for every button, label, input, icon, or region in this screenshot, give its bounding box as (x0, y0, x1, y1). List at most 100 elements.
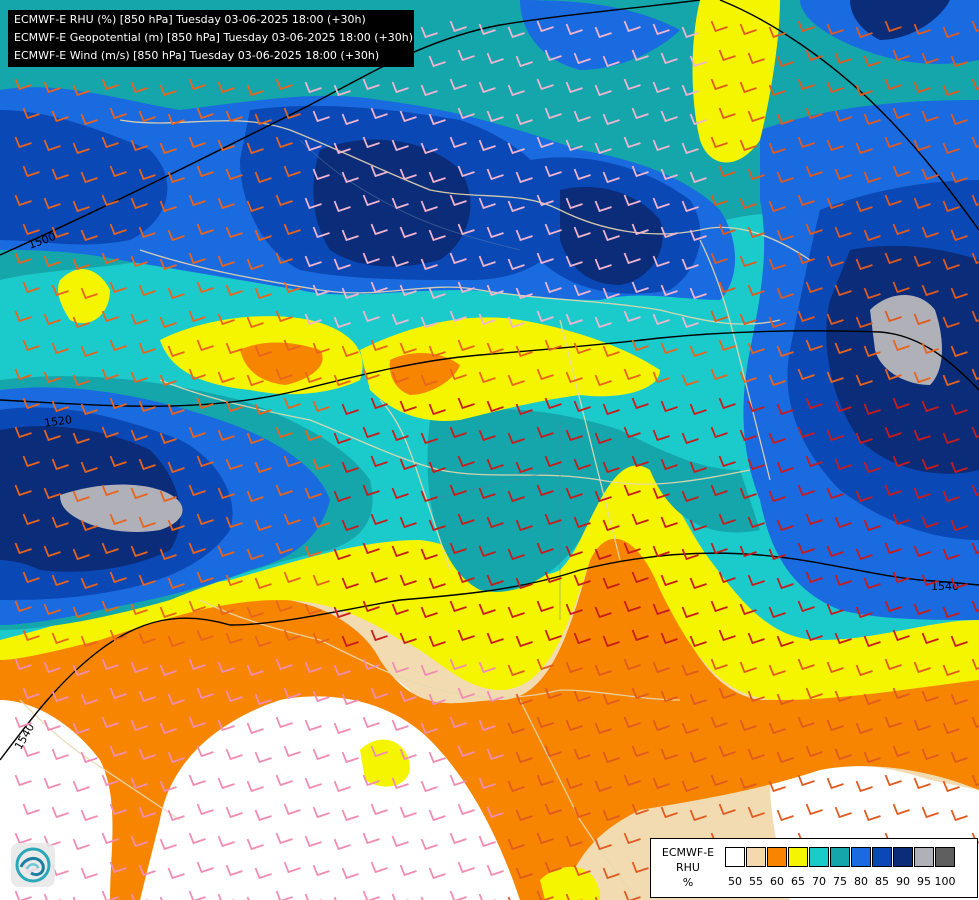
contour-label-1520: 1520 (43, 413, 73, 430)
wind-barb (449, 194, 467, 207)
wind-barb (544, 745, 562, 758)
wind-barb (747, 342, 765, 355)
wind-barb (863, 635, 881, 648)
wind-barb (101, 658, 119, 671)
wind-barb (138, 748, 156, 761)
wind-barb (225, 458, 243, 471)
wind-barb (768, 200, 786, 213)
wind-barb (22, 455, 40, 468)
wind-barb (834, 574, 852, 587)
title-line-geopotential: ECMWF-E Geopotential (m) [850 hPa] Tuesd… (14, 31, 414, 44)
wind-barb (660, 690, 678, 703)
wind-barb (855, 142, 873, 155)
wind-barb (689, 403, 707, 416)
wind-barb (420, 606, 438, 619)
wind-barb (739, 487, 757, 500)
wind-barb (449, 716, 467, 729)
wind-barb (101, 194, 119, 207)
wind-barb (515, 461, 533, 474)
map-title-box: ECMWF-E RHU (%) [850 hPa] Tuesday 03-06-… (8, 10, 414, 67)
wind-barb (681, 606, 699, 619)
wind-barb (457, 49, 475, 62)
wind-barb (196, 281, 214, 294)
wind-barb (138, 342, 156, 355)
wind-barb (486, 284, 504, 297)
wind-barb (507, 664, 525, 677)
wind-barb (834, 748, 852, 761)
wind-barb (768, 374, 786, 387)
wind-barb (515, 55, 533, 68)
wind-barb (594, 606, 612, 619)
wind-barb (565, 371, 583, 384)
wind-barb (834, 284, 852, 297)
wind-barb (101, 890, 119, 900)
wind-barb (333, 84, 351, 97)
legend-title: ECMWF-E RHU % (655, 845, 721, 890)
wind-barb (312, 284, 330, 297)
legend-swatch (809, 847, 829, 867)
wind-barb (623, 252, 641, 265)
wind-barb (942, 142, 960, 155)
wind-barb (718, 339, 736, 352)
wind-barb (478, 893, 496, 900)
wind-barb (594, 374, 612, 387)
wind-barb (72, 142, 90, 155)
wind-barb (971, 600, 979, 613)
wind-barb (544, 165, 562, 178)
wind-barb (72, 84, 90, 97)
wind-barb (159, 548, 177, 561)
wind-barb (631, 281, 649, 294)
wind-barb (689, 635, 707, 648)
wind-barb (312, 458, 330, 471)
wind-barb (225, 342, 243, 355)
legend-tick-label: 75 (833, 875, 847, 888)
wind-barb (797, 484, 815, 497)
wind-barb (101, 426, 119, 439)
wind-barb (710, 136, 728, 149)
wind-barb (312, 690, 330, 703)
wind-barb (333, 258, 351, 271)
wind-barb (826, 719, 844, 732)
wind-barb (623, 310, 641, 323)
wind-barb (457, 571, 475, 584)
wind-barb (515, 519, 533, 532)
wind-barb (246, 664, 264, 677)
wind-barb (14, 310, 32, 323)
wind-barb (507, 200, 525, 213)
wind-barb (138, 110, 156, 123)
wind-barb (863, 229, 881, 242)
wind-barb (739, 545, 757, 558)
wind-barb (312, 748, 330, 761)
wind-barb (768, 780, 786, 793)
wind-barb (362, 832, 380, 845)
wind-barb (594, 26, 612, 39)
wind-barb (457, 629, 475, 642)
wind-barb (623, 20, 641, 33)
wind-barb (341, 809, 359, 822)
wind-barb (14, 78, 32, 91)
wind-barb (623, 542, 641, 555)
wind-barb (565, 23, 583, 36)
wind-barb (428, 55, 446, 68)
wind-barb (507, 780, 525, 793)
wind-barb (660, 226, 678, 239)
wind-barb (217, 197, 235, 210)
wind-barb (776, 461, 794, 474)
wind-barb (565, 429, 583, 442)
wind-barb (536, 716, 554, 729)
wind-barb (602, 113, 620, 126)
wind-barb (246, 432, 264, 445)
wind-barb (768, 490, 786, 503)
wind-barb (217, 719, 235, 732)
wind-barb (710, 542, 728, 555)
wind-barb (486, 748, 504, 761)
wind-barb (631, 803, 649, 816)
wind-barb (457, 107, 475, 120)
wind-barb (420, 664, 438, 677)
wind-barb (51, 400, 69, 413)
wind-barb (747, 400, 765, 413)
wind-barb (362, 600, 380, 613)
wind-barb (370, 223, 388, 236)
wind-barb (826, 255, 844, 268)
